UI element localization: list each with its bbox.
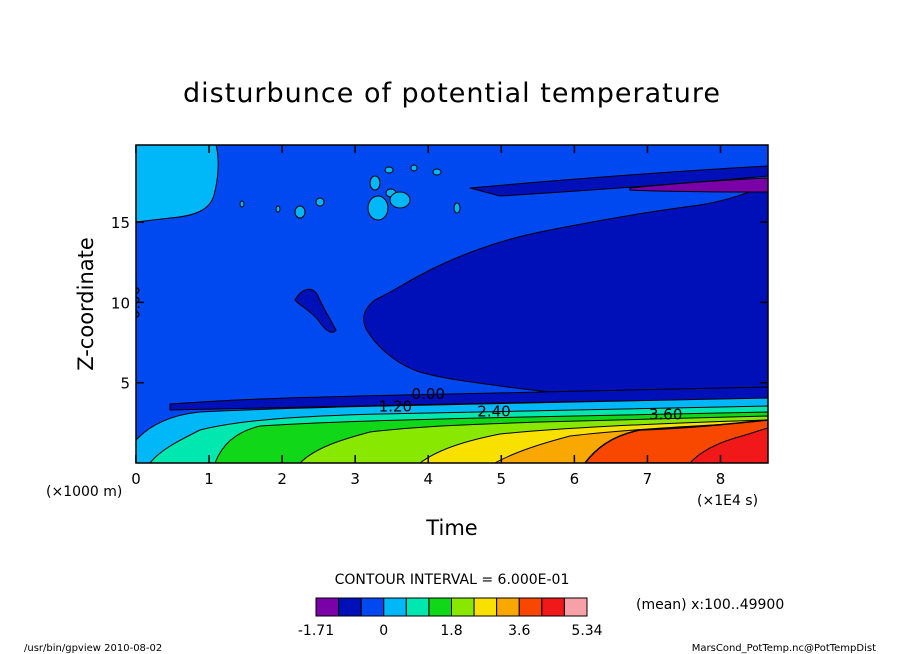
x-axis-label: Time [425,516,477,540]
colorbar-swatch [473,597,498,617]
region-streak-1 [294,288,337,333]
y-axis-label: Z-coordinate [74,237,98,371]
x-tick-label: 1 [204,470,214,488]
colorbar-swatch [518,597,543,617]
colorbar-tick-label: 1.8 [440,623,462,639]
y-tick-label: 10 [111,294,130,312]
region-top-band [469,165,768,197]
region-upper-left-light [136,145,219,223]
colorbar-swatch [315,597,340,617]
colorbar-tick-label: 0 [379,623,388,639]
plot-area: 0.001.20 2.40 3.600.00 [136,145,768,463]
colorbar-swatch [405,597,430,617]
colorbar-swatch [563,597,588,617]
contour-label: 2.40 [477,402,510,420]
colorbar-swatch [383,597,407,617]
contour-label: 1.20 [379,398,412,416]
small-patches [239,164,461,221]
x-tick-label: 3 [350,470,360,488]
x-unit-label: (×1E4 s) [697,493,758,509]
x-tick-label: 5 [497,470,507,488]
colorbar-swatch [496,597,520,617]
y-tick-label: 15 [111,214,130,232]
colorbar-swatch [451,597,475,617]
contour-label: 3.60 [649,406,682,424]
region-negative-core [629,177,768,193]
colorbar-tick-label: 3.6 [508,623,530,639]
colorbar-swatch [338,597,362,617]
x-tick-label: 7 [643,470,653,488]
colorbar-tick-label: 5.34 [571,623,602,639]
contour-label: 0.00 [412,385,445,403]
x-tick-label: 2 [277,470,287,488]
region-level-4.8 [689,427,768,463]
x-tick-label: 4 [423,470,433,488]
colorbar-swatch [360,597,385,617]
footer-left: /usr/bin/gpview 2010-08-02 [24,643,162,654]
footer-right: MarsCond_PotTemp.nc@PotTempDist [692,643,876,654]
x-tick-label: 6 [570,470,580,488]
y-tick-label: 5 [120,375,130,393]
colorbar-swatch [541,597,565,617]
colorbar: -1.71 0 1.8 3.6 5.34 [298,597,603,639]
plot-frame [135,144,769,464]
x-tick-label: 0 [131,470,141,488]
contour-interval-text: CONTOUR INTERVAL = 6.000E-01 [335,572,570,588]
y-unit-label: (×1000 m) [46,484,122,500]
chart-title: disturbunce of potential temperature [183,78,721,109]
x-tick-label: 8 [716,470,726,488]
x-axis: 0 1 2 3 4 5 6 7 8 [131,145,725,488]
y-axis: 5 10 15 [111,214,768,393]
region-band-dark-bottom [169,386,768,411]
colorbar-tick-label: -1.71 [298,623,334,639]
mean-annotation: (mean) x:100..49900 [636,597,784,613]
colorbar-swatch [428,597,452,617]
